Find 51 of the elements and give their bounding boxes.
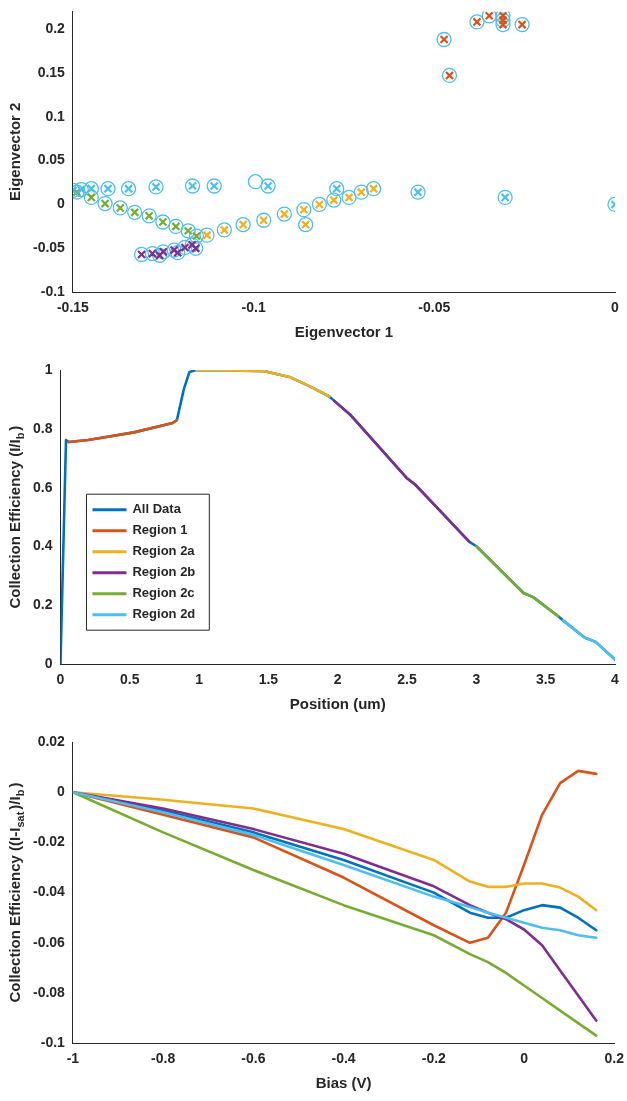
x-axis-title: Eigenvector 1 (294, 323, 394, 341)
y-tick-label: -0.08 (32, 983, 66, 1000)
legend-label: Region 2c (132, 585, 195, 601)
y-tick-label: 0.8 (32, 419, 53, 436)
x-tick-label: 0.5 (120, 671, 140, 688)
y-tick-label: -0.05 (32, 239, 66, 256)
x-tick-label: 3.5 (535, 671, 556, 688)
y-axis-title: Collection Efficiency ((I-Isat)/Ib) (6, 782, 26, 1003)
y-tick-label: 0 (44, 655, 53, 672)
legend-label: Region 1 (132, 522, 188, 538)
x-tick-label: -0.4 (331, 1050, 356, 1067)
x-tick-label: -0.6 (241, 1050, 266, 1067)
y-tick-label: -0.06 (32, 933, 66, 950)
y-tick-label: 0.2 (32, 596, 53, 613)
y-tick-label: 0.02 (37, 732, 66, 749)
y-tick-label: 0.1 (45, 107, 66, 124)
y-tick-label: -0.04 (32, 883, 66, 900)
x-tick-label: 1.5 (258, 671, 279, 688)
legend-label: Region 2a (132, 543, 196, 559)
x-tick-label: -1 (66, 1050, 80, 1067)
x-tick-label: -0.2 (421, 1050, 447, 1067)
x-tick-label: -0.15 (56, 299, 90, 316)
x-tick-label: 0.2 (604, 1050, 625, 1067)
x-tick-label: 2 (333, 671, 342, 688)
y-tick-label: 0.4 (32, 537, 53, 554)
x-tick-label: 4 (611, 671, 620, 688)
y-tick-label: 0.15 (37, 63, 66, 80)
legend-label: Region 2b (132, 564, 196, 580)
x-tick-label: 3 (472, 671, 481, 688)
y-tick-label: 0.2 (45, 19, 66, 36)
y-tick-label: -0.02 (32, 833, 66, 850)
y-tick-label: 0.05 (37, 151, 66, 168)
x-tick-label: -0.1 (241, 299, 266, 316)
x-tick-label: 0 (520, 1050, 529, 1067)
x-tick-label: -0.05 (418, 299, 451, 316)
y-tick-label: 0 (57, 195, 66, 212)
legend-label: Region 2d (132, 606, 196, 622)
x-axis-title: Position (um) (289, 695, 386, 713)
x-axis-title: Bias (V) (315, 1074, 372, 1092)
y-tick-label: 0 (57, 783, 66, 800)
x-tick-label: 1 (195, 671, 204, 688)
y-axis-title: Eigenvector 2 (6, 102, 24, 201)
y-tick-label: 0.6 (32, 478, 53, 495)
y-tick-label: -0.1 (40, 1034, 66, 1051)
x-tick-label: 0 (611, 299, 620, 316)
y-axis-title: Collection Efficiency (I/Ib) (6, 425, 26, 609)
legend-label: All Data (132, 501, 182, 517)
y-tick-label: 1 (44, 360, 53, 377)
y-tick-label: -0.1 (40, 283, 66, 300)
x-tick-label: -0.8 (151, 1050, 176, 1067)
x-tick-label: 2.5 (397, 671, 417, 688)
